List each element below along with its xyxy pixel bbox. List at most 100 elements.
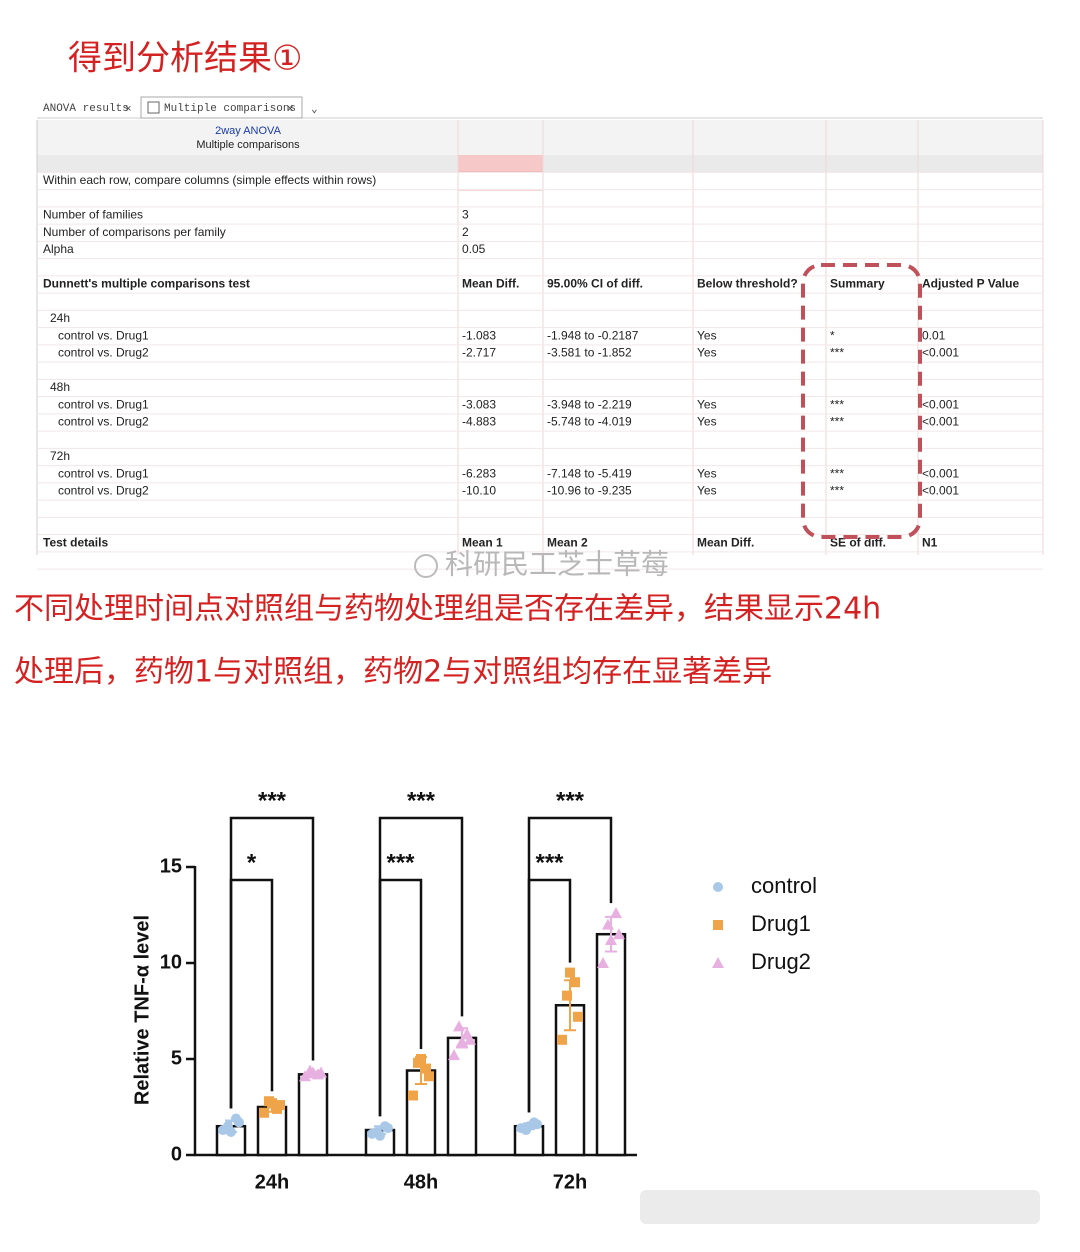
error-bar bbox=[307, 1070, 319, 1079]
y-tick-label: 15 bbox=[160, 855, 182, 877]
table-cell: Yes bbox=[697, 466, 717, 480]
data-point bbox=[464, 1033, 476, 1045]
table-header bbox=[37, 120, 1043, 155]
table-cell: -3.948 to -2.219 bbox=[547, 397, 632, 411]
table-cell: <0.001 bbox=[922, 397, 959, 411]
table-title: 2way ANOVA bbox=[215, 125, 281, 137]
tab-close[interactable]: × bbox=[287, 104, 294, 116]
table-cell: control vs. Drug2 bbox=[58, 415, 149, 429]
error-bar bbox=[225, 1119, 237, 1133]
table-cell: 24h bbox=[50, 311, 70, 325]
bar bbox=[297, 1073, 329, 1157]
legend-marker bbox=[713, 920, 723, 930]
tab[interactable]: Multiple comparisons bbox=[164, 103, 296, 115]
data-point bbox=[299, 1070, 311, 1082]
table-cell: Mean Diff. bbox=[462, 277, 519, 291]
table-cells: Within each row, compare columns (simple… bbox=[43, 173, 1019, 549]
data-point bbox=[231, 1113, 241, 1124]
watermark: 科研民工芝士草莓 bbox=[445, 548, 669, 579]
table-cell: -7.148 to -5.419 bbox=[547, 466, 632, 480]
error-bar bbox=[523, 1122, 535, 1131]
significance-label: *** bbox=[407, 787, 436, 814]
x-tick-label: 48h bbox=[404, 1171, 438, 1193]
caption-line: 处理后，药物1与对照组，药物2与对照组均存在显著差异 bbox=[14, 655, 772, 690]
table-cell: -4.883 bbox=[462, 415, 496, 429]
table-cell: -6.283 bbox=[462, 466, 496, 480]
table-subtitle: Multiple comparisons bbox=[196, 139, 300, 151]
table-cell: control vs. Drug2 bbox=[58, 346, 149, 360]
error-bar bbox=[415, 1056, 427, 1085]
significance-label: *** bbox=[386, 849, 415, 876]
significance-bracket bbox=[378, 816, 464, 1117]
table-cell: <0.001 bbox=[922, 415, 959, 429]
significance-bracket bbox=[527, 816, 613, 1113]
table-cell: Yes bbox=[697, 397, 717, 411]
table-cell: <0.001 bbox=[922, 346, 959, 360]
active-tab[interactable] bbox=[140, 96, 303, 119]
table-cell: Adjusted P Value bbox=[922, 277, 1019, 291]
significance-label: *** bbox=[556, 787, 585, 814]
x-tick-label: 24h bbox=[255, 1171, 289, 1193]
table-cell: Test details bbox=[43, 535, 108, 549]
table-cell: *** bbox=[830, 346, 844, 360]
legend-label: Drug1 bbox=[751, 911, 811, 936]
y-tick-label: 10 bbox=[160, 951, 182, 973]
table-cell: -10.10 bbox=[462, 484, 496, 498]
table-cell: Alpha bbox=[43, 242, 74, 256]
tab-menu[interactable]: ⌄ bbox=[311, 104, 318, 116]
caption-line: 不同处理时间点对照组与药物处理组是否存在差异，结果显示24h bbox=[14, 592, 881, 627]
data-point bbox=[272, 1103, 282, 1114]
table-cell: -3.581 to -1.852 bbox=[547, 346, 632, 360]
table-cell: Mean 2 bbox=[547, 535, 588, 549]
table-cell: -5.748 to -4.019 bbox=[547, 415, 632, 429]
error-bar bbox=[605, 915, 617, 953]
table-cell: -3.083 bbox=[462, 397, 496, 411]
legend-marker bbox=[712, 957, 724, 968]
table-cell: 2 bbox=[462, 225, 469, 239]
data-point bbox=[448, 1049, 460, 1061]
heading: 得到分析结果① bbox=[68, 39, 302, 79]
data-point bbox=[610, 907, 622, 919]
table-cell: Yes bbox=[697, 346, 717, 360]
table-cell: * bbox=[830, 328, 835, 342]
y-tick-label: 0 bbox=[171, 1143, 182, 1165]
table-cell: -1.083 bbox=[462, 328, 496, 342]
table-cell: 0.01 bbox=[922, 328, 946, 342]
table-cell: Below threshold? bbox=[697, 277, 798, 291]
legend-label: Drug2 bbox=[751, 949, 811, 974]
table-cell: Mean 1 bbox=[462, 535, 503, 549]
significance-bracket bbox=[229, 816, 315, 1109]
error-bar bbox=[266, 1101, 278, 1113]
blurred-watermark bbox=[640, 1190, 1040, 1224]
y-tick-label: 5 bbox=[171, 1047, 182, 1069]
table-cell: Mean Diff. bbox=[697, 535, 754, 549]
data-point bbox=[259, 1107, 269, 1118]
table-cell: -2.717 bbox=[462, 346, 496, 360]
table-cell: -10.96 to -9.235 bbox=[547, 484, 632, 498]
significance-label: * bbox=[247, 849, 257, 876]
table-cell: Dunnett's multiple comparisons test bbox=[43, 277, 250, 291]
data-point bbox=[613, 928, 625, 940]
tab-close[interactable]: × bbox=[125, 104, 132, 116]
data-point bbox=[421, 1063, 431, 1074]
highlight-box bbox=[801, 263, 922, 539]
table-cell: -1.948 to -0.2187 bbox=[547, 328, 639, 342]
table-cell: *** bbox=[830, 466, 844, 480]
table-cell: Within each row, compare columns (simple… bbox=[43, 173, 376, 187]
table-cell: 3 bbox=[462, 208, 469, 222]
data-point bbox=[408, 1090, 418, 1101]
data-point bbox=[565, 967, 575, 978]
x-tick-label: 72h bbox=[553, 1171, 587, 1193]
table-cell: <0.001 bbox=[922, 484, 959, 498]
chart: Relative TNF-α level 0 5 10 15 24h 48h 72h cont… bbox=[131, 787, 817, 1193]
table-cell: Yes bbox=[697, 484, 717, 498]
table-cell: 48h bbox=[50, 380, 70, 394]
tab[interactable]: ANOVA results bbox=[43, 103, 129, 115]
table-cell: control vs. Drug2 bbox=[58, 484, 149, 498]
data-point bbox=[570, 977, 580, 988]
table-cell: N1 bbox=[922, 535, 938, 549]
tab-icon bbox=[147, 101, 160, 114]
watermark-icon bbox=[414, 554, 438, 578]
table-cell: *** bbox=[830, 397, 844, 411]
data-point bbox=[461, 1028, 473, 1040]
